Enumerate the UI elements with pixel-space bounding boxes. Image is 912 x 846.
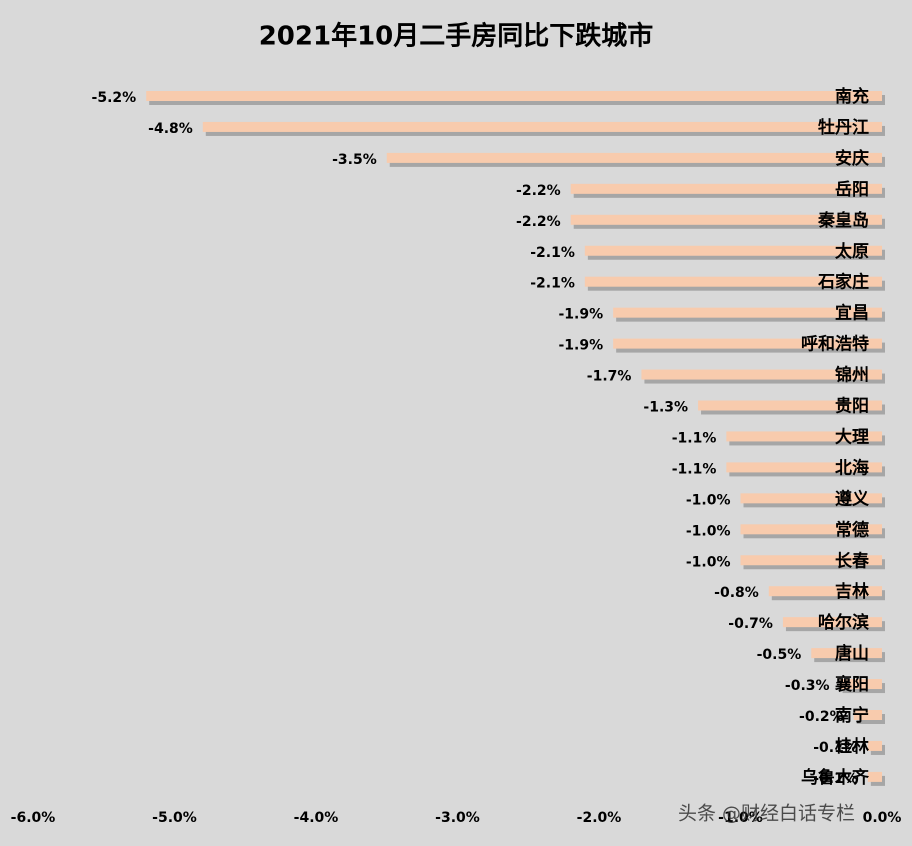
category-label: 锦州	[835, 365, 869, 386]
category-label: 牡丹江	[818, 117, 869, 138]
value-label: -4.8%	[148, 121, 193, 137]
value-label: -1.7%	[587, 369, 632, 385]
value-label: -0.8%	[714, 585, 759, 601]
bar	[782, 617, 882, 628]
x-tick-label: -2.0%	[577, 810, 622, 826]
value-label: -1.0%	[686, 492, 731, 508]
bar	[740, 555, 882, 566]
category-label: 宜昌	[835, 303, 869, 324]
category-label: 贵阳	[835, 396, 869, 417]
value-label: -1.9%	[559, 307, 604, 323]
category-label: 秦皇岛	[818, 210, 869, 231]
value-label: -0.2%	[799, 709, 844, 725]
value-label: -1.1%	[672, 461, 717, 477]
x-tick-label: -1.0%	[718, 810, 763, 826]
bar	[726, 462, 882, 473]
value-label: -0.1%	[813, 771, 858, 787]
x-tick-label: -4.0%	[294, 810, 339, 826]
value-label: -0.7%	[728, 616, 773, 632]
bar	[202, 121, 883, 132]
x-tick-label: -3.0%	[435, 810, 480, 826]
category-label: 遵义	[835, 488, 869, 509]
bar	[613, 307, 882, 318]
category-label: 吉林	[835, 581, 869, 602]
category-label: 桂林	[834, 736, 869, 757]
category-label: 乌鲁木齐	[801, 767, 870, 788]
value-label: -2.1%	[530, 245, 575, 261]
value-label: -2.2%	[516, 183, 561, 199]
value-label: -1.0%	[686, 523, 731, 539]
value-label: -1.9%	[559, 338, 604, 354]
category-label: 大理	[835, 426, 869, 447]
bar	[641, 369, 882, 380]
value-label: -3.5%	[332, 152, 377, 168]
value-label: -1.1%	[672, 430, 717, 446]
bar	[726, 431, 882, 442]
category-label: 襄阳	[834, 674, 869, 695]
bar	[613, 338, 882, 349]
bar	[867, 771, 882, 782]
chart-title: 2021年10月二手房同比下跌城市	[259, 21, 654, 52]
category-label: 北海	[835, 457, 869, 478]
value-label: -5.2%	[92, 90, 137, 106]
bar	[584, 245, 882, 256]
category-label: 南宁	[835, 705, 869, 726]
bar	[698, 400, 882, 411]
bar	[811, 648, 882, 659]
bar	[768, 586, 882, 597]
bar	[740, 524, 882, 535]
value-label: -0.5%	[757, 647, 802, 663]
value-label: -0.1%	[813, 740, 858, 756]
category-label: 唐山	[835, 643, 869, 664]
bar	[839, 679, 882, 690]
value-label: -1.3%	[643, 400, 688, 416]
bar	[386, 152, 882, 163]
value-label: -2.1%	[530, 276, 575, 292]
bar	[570, 183, 882, 194]
bar	[146, 91, 882, 101]
category-label: 哈尔滨	[818, 612, 869, 633]
value-label: -1.0%	[686, 554, 731, 570]
bar	[853, 710, 882, 720]
watermark: 头条 @财经白话专栏	[678, 803, 855, 825]
bar	[740, 493, 882, 504]
bar	[570, 214, 882, 225]
category-label: 长春	[835, 550, 869, 571]
x-tick-label: -6.0%	[11, 810, 56, 826]
value-label: -2.2%	[516, 214, 561, 230]
x-tick-label: 0.0%	[863, 810, 902, 826]
category-label: 岳阳	[835, 180, 869, 200]
category-label: 石家庄	[817, 272, 869, 293]
category-label: 南充	[835, 86, 869, 107]
category-label: 安庆	[835, 148, 869, 169]
category-label: 常德	[835, 519, 869, 540]
bar	[584, 276, 882, 287]
category-label: 呼和浩特	[801, 334, 869, 355]
category-label: 太原	[835, 241, 869, 262]
x-tick-label: -5.0%	[152, 810, 197, 826]
bar	[867, 740, 882, 751]
value-label: -0.3%	[785, 678, 830, 694]
